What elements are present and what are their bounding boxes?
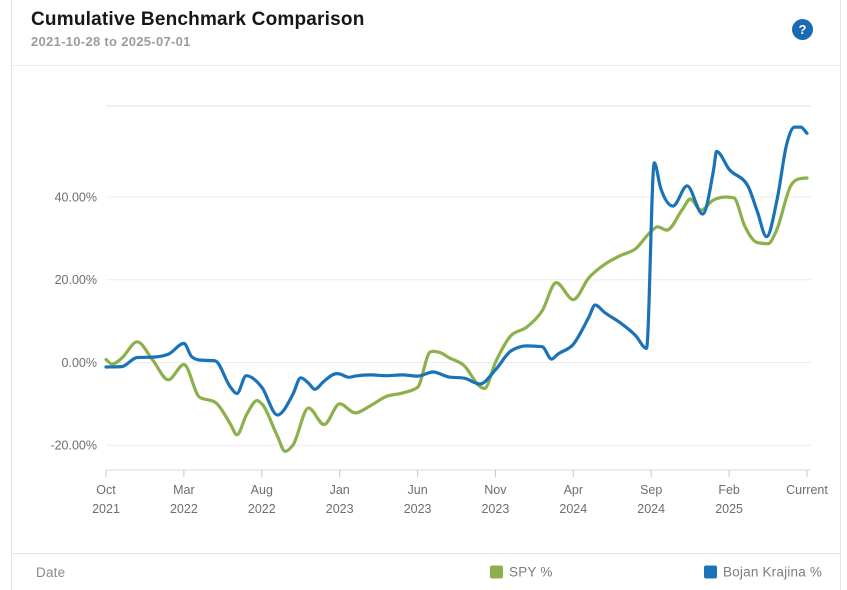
chart-footer: Date SPY % Bojan Krajina % bbox=[12, 553, 840, 590]
x-axis-tick-label: Oct bbox=[96, 483, 116, 497]
x-axis-tick-label: Jun bbox=[408, 483, 428, 497]
question-icon: ? bbox=[798, 22, 807, 37]
legend-item-bojan[interactable]: Bojan Krajina % bbox=[704, 565, 822, 580]
series-line-bojan-krajina bbox=[104, 125, 809, 417]
x-axis-tick-label: Mar bbox=[173, 483, 195, 497]
x-axis-tick-label: 2024 bbox=[637, 502, 665, 516]
x-axis-tick-label: 2023 bbox=[481, 502, 509, 516]
x-axis-tick-label: Jan bbox=[330, 483, 350, 497]
spy-legend-label: SPY % bbox=[509, 564, 553, 580]
chart-header: Cumulative Benchmark Comparison 2021-10-… bbox=[12, 0, 840, 66]
x-axis-tick-label: 2023 bbox=[326, 502, 354, 516]
x-axis-tick-label: 2023 bbox=[404, 502, 432, 516]
page-title: Cumulative Benchmark Comparison bbox=[31, 9, 365, 30]
benchmark-card: Cumulative Benchmark Comparison 2021-10-… bbox=[11, 0, 841, 590]
x-axis-tick-label: Feb bbox=[718, 483, 740, 497]
x-axis-tick-label: Apr bbox=[564, 483, 583, 497]
x-axis-tick-label: Nov bbox=[484, 483, 507, 497]
x-axis-tick-label: Current bbox=[786, 483, 828, 497]
x-axis-tick-label: Aug bbox=[251, 483, 273, 497]
y-axis-tick-label: 20.00% bbox=[55, 273, 97, 287]
x-axis-tick-label: Sep bbox=[640, 483, 662, 497]
bojan-swatch bbox=[704, 565, 717, 579]
x-axis-tick-label: 2022 bbox=[170, 502, 198, 516]
chart-area: 40.00% 20.00% 0.00% -20.00% Oct 2021 Mar 2022 Au… bbox=[12, 66, 842, 553]
bojan-legend-label: Bojan Krajina % bbox=[723, 564, 823, 580]
chart-legend: SPY % Bojan Krajina % bbox=[12, 554, 840, 590]
series-line-spy bbox=[104, 176, 809, 453]
y-axis-tick-label: -20.00% bbox=[50, 439, 97, 453]
y-axis-tick-label: 40.00% bbox=[55, 191, 97, 205]
y-axis-tick-label: 0.00% bbox=[62, 356, 97, 370]
help-button[interactable]: ? bbox=[792, 19, 813, 40]
legend-item-spy[interactable]: SPY % bbox=[490, 565, 553, 580]
x-axis-tick-label: 2021 bbox=[92, 502, 120, 516]
spy-swatch bbox=[490, 565, 503, 579]
cumulative-comparison-chart[interactable]: 40.00% 20.00% 0.00% -20.00% Oct 2021 Mar 2022 Au… bbox=[12, 66, 842, 553]
x-axis-title: Date bbox=[36, 564, 66, 580]
date-range: 2021-10-28 to 2025-07-01 bbox=[31, 34, 191, 49]
x-axis-tick-label: 2022 bbox=[248, 502, 276, 516]
x-axis-tick-label: 2024 bbox=[559, 502, 587, 516]
x-axis-tick-label: 2025 bbox=[715, 502, 743, 516]
